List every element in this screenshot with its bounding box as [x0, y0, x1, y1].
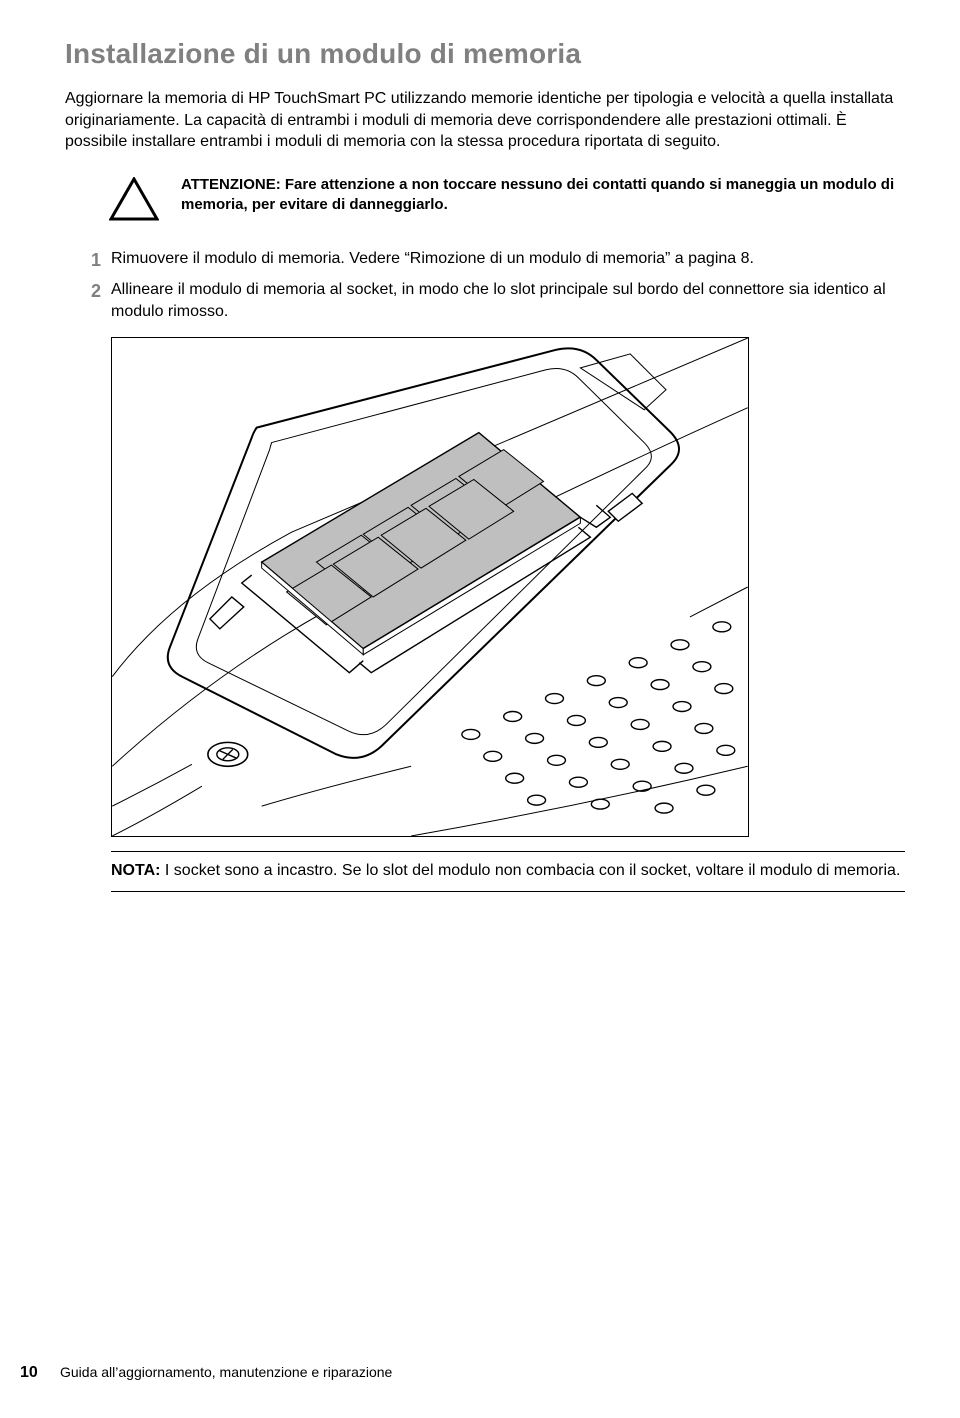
step-list: Rimuovere il modulo di memoria. Vedere “…	[77, 248, 905, 323]
list-item: Rimuovere il modulo di memoria. Vedere “…	[77, 248, 905, 270]
warning-block: ATTENZIONE: Fare attenzione a non toccar…	[109, 175, 905, 226]
page-footer: 10 Guida all’aggiornamento, manutenzione…	[0, 1364, 960, 1382]
warning-label: ATTENZIONE:	[181, 176, 281, 193]
memory-install-diagram	[111, 337, 749, 837]
figure-container	[111, 337, 905, 837]
warning-body: Fare attenzione a non toccare nessuno de…	[181, 176, 894, 213]
page-number: 10	[20, 1364, 60, 1382]
note-body: I socket sono a incastro. Se lo slot del…	[160, 862, 900, 879]
list-item: Allineare il modulo di memoria al socket…	[77, 279, 905, 322]
section-heading: Installazione di un modulo di memoria	[65, 38, 905, 70]
warning-text: ATTENZIONE: Fare attenzione a non toccar…	[181, 175, 895, 216]
document-page: Installazione di un modulo di memoria Ag…	[0, 0, 960, 1418]
note-label: NOTA:	[111, 862, 160, 879]
note-block: NOTA: I socket sono a incastro. Se lo sl…	[111, 851, 905, 893]
footer-doc-title: Guida all’aggiornamento, manutenzione e …	[60, 1364, 392, 1380]
intro-paragraph: Aggiornare la memoria di HP TouchSmart P…	[65, 88, 905, 153]
caution-triangle-icon	[109, 177, 159, 226]
